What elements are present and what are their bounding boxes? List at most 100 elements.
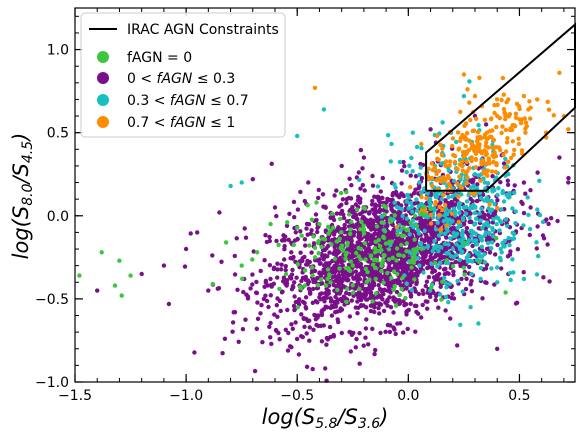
- scatter-point: [316, 187, 321, 193]
- scatter-point: [455, 231, 460, 236]
- scatter-point: [348, 349, 353, 354]
- scatter-point: [436, 305, 441, 310]
- scatter-point: [378, 330, 383, 336]
- scatter-point: [443, 178, 448, 183]
- scatter-point: [304, 364, 310, 369]
- scatter-point: [535, 224, 540, 229]
- scatter-point: [461, 93, 467, 99]
- scatter-point: [463, 143, 468, 149]
- scatter-point: [437, 212, 442, 218]
- scatter-point: [303, 295, 309, 300]
- scatter-point: [473, 231, 478, 236]
- scatter-point: [421, 204, 426, 210]
- scatter-point: [306, 180, 311, 185]
- scatter-point: [243, 317, 248, 322]
- scatter-point: [385, 299, 390, 304]
- scatter-point: [400, 275, 405, 280]
- scatter-point: [391, 287, 396, 292]
- scatter-point: [335, 300, 340, 305]
- scatter-point: [358, 147, 364, 153]
- scatter-point: [380, 175, 385, 181]
- scatter-point: [400, 213, 405, 219]
- scatter-point: [391, 280, 397, 285]
- scatter-point: [331, 282, 336, 288]
- scatter-point: [513, 209, 518, 214]
- scatter-point: [381, 280, 386, 285]
- scatter-point: [440, 279, 445, 284]
- y-tick-label: 1.0: [47, 43, 69, 59]
- scatter-point: [112, 283, 118, 288]
- scatter-point: [235, 287, 240, 292]
- scatter-point: [521, 276, 527, 282]
- scatter-point: [241, 289, 246, 295]
- scatter-point: [250, 272, 255, 277]
- scatter-point: [411, 260, 417, 265]
- scatter-point: [139, 271, 144, 277]
- scatter-point: [461, 265, 466, 270]
- scatter-point: [358, 231, 363, 236]
- scatter-point: [266, 304, 271, 310]
- scatter-point: [431, 290, 436, 295]
- scatter-point: [240, 327, 246, 332]
- scatter-point: [523, 191, 528, 196]
- scatter-point: [348, 259, 354, 264]
- scatter-point: [293, 230, 298, 235]
- scatter-point: [427, 236, 432, 241]
- scatter-point: [362, 188, 367, 193]
- scatter-point: [506, 235, 511, 241]
- scatter-point: [498, 180, 503, 185]
- scatter-point: [275, 261, 280, 266]
- scatter-point: [334, 211, 340, 216]
- scatter-point: [491, 137, 497, 143]
- scatter-point: [395, 232, 401, 237]
- scatter-point: [494, 124, 499, 130]
- scatter-point: [478, 276, 483, 282]
- scatter-point: [416, 231, 422, 236]
- scatter-point: [401, 225, 406, 230]
- scatter-point: [359, 219, 364, 225]
- scatter-point: [415, 200, 420, 206]
- scatter-point: [388, 198, 394, 203]
- scatter-point: [344, 286, 350, 292]
- data-points-layer: [77, 70, 571, 383]
- scatter-point: [397, 292, 402, 297]
- scatter-point: [276, 242, 281, 248]
- scatter-point: [228, 183, 233, 189]
- scatter-point: [537, 178, 542, 183]
- scatter-point: [471, 238, 477, 243]
- scatter-point: [479, 162, 484, 167]
- scatter-point: [501, 243, 506, 249]
- scatter-point: [289, 272, 295, 277]
- y-tick-label: −0.5: [35, 292, 69, 308]
- scatter-point: [477, 211, 482, 216]
- scatter-point: [485, 173, 490, 178]
- scatter-point: [438, 179, 444, 184]
- scatter-point: [326, 291, 331, 296]
- scatter-point: [357, 331, 362, 336]
- scatter-point: [386, 257, 392, 262]
- scatter-point: [285, 307, 290, 313]
- scatter-point: [358, 271, 363, 277]
- scatter-point: [375, 194, 380, 199]
- axis-ticks-layer: −1.5 −1.0 −0.5 0.0 0.5−1.0−0.50.00.51.0: [35, 8, 575, 404]
- scatter-point: [439, 197, 444, 202]
- scatter-point: [516, 136, 521, 141]
- scatter-point: [420, 221, 426, 226]
- scatter-point: [399, 192, 405, 197]
- scatter-point: [411, 247, 416, 252]
- scatter-point: [415, 208, 420, 213]
- scatter-point: [291, 199, 297, 205]
- scatter-point: [347, 176, 352, 181]
- scatter-point: [332, 193, 337, 198]
- scatter-point: [498, 258, 503, 263]
- scatter-point: [464, 131, 470, 136]
- scatter-point: [469, 271, 474, 277]
- scatter-point: [421, 261, 426, 266]
- scatter-point: [425, 306, 430, 311]
- scatter-point: [347, 291, 352, 297]
- scatter-point: [463, 211, 469, 216]
- scatter-point: [319, 339, 325, 344]
- scatter-point: [230, 329, 235, 334]
- legend-box: [80, 12, 286, 138]
- scatter-point: [358, 246, 364, 252]
